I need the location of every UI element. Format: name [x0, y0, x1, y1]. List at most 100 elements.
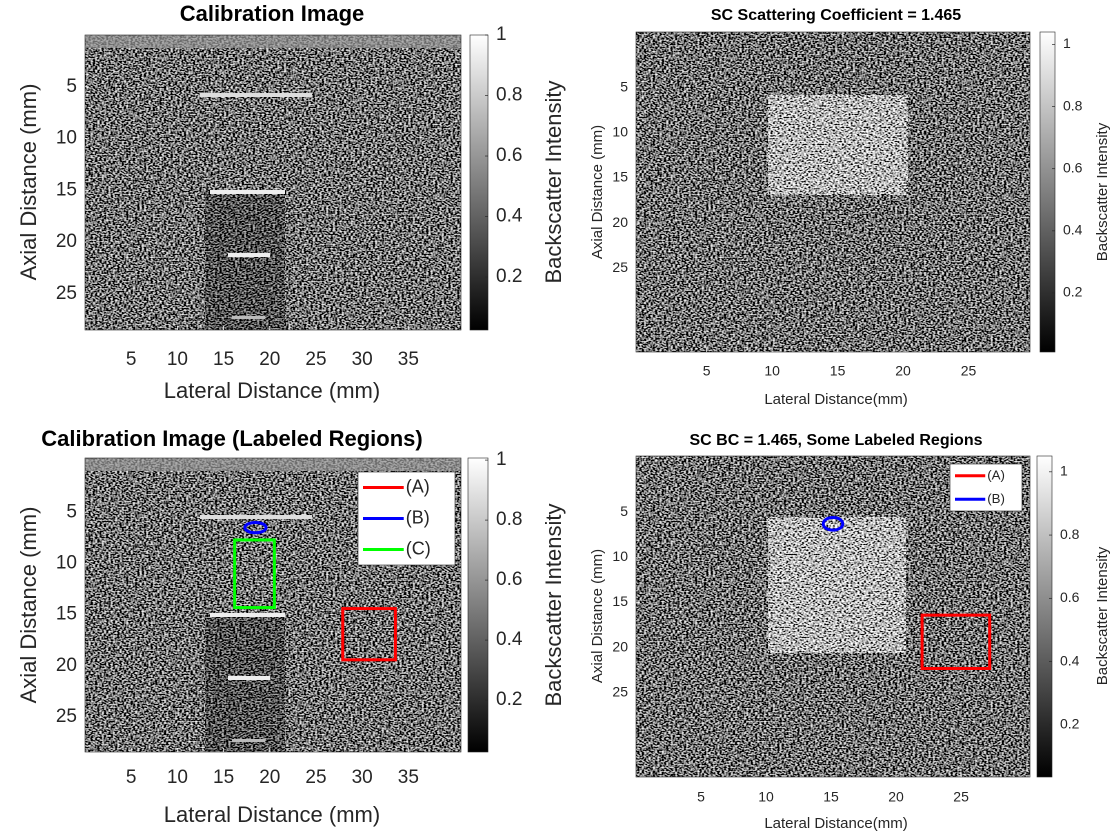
region [920, 613, 992, 670]
y-tick-label: 20 [612, 214, 628, 230]
y-tick-label: 5 [66, 76, 77, 97]
y-tick-label: 10 [56, 553, 77, 574]
region [243, 521, 268, 535]
x-tick-label: 10 [167, 767, 188, 788]
x-tick-label: 35 [398, 767, 419, 788]
legend [949, 463, 1023, 512]
colorbar-label: Backscatter Intensity [1094, 546, 1111, 685]
y-tick-label: 20 [56, 231, 77, 252]
simulated-image [636, 32, 1030, 352]
x-tick-label: 25 [305, 349, 326, 370]
colorbar-label: Backscatter Intensity [541, 81, 566, 284]
chart-title: Calibration Image (Labeled Regions) [41, 426, 422, 451]
x-tick-label: 20 [888, 789, 904, 805]
colorbar-label: Backscatter Intensity [1094, 122, 1111, 261]
x-tick-label: 25 [305, 767, 326, 788]
colorbar-tick-label: 0.2 [1063, 284, 1083, 300]
x-tick-label: 30 [352, 349, 373, 370]
colorbar-tick-label: 0.2 [1060, 716, 1080, 732]
colorbar-tick-label: 1 [496, 449, 507, 470]
colorbar-tick-label: 0.4 [1063, 222, 1083, 238]
y-tick-label: 25 [56, 706, 77, 727]
y-tick-label: 25 [56, 283, 77, 304]
x-tick-label: 20 [259, 767, 280, 788]
y-tick-label: 25 [612, 684, 628, 700]
axes-frame [635, 455, 1031, 778]
x-tick-label: 25 [961, 363, 977, 379]
y-axis-label: Axial Distance (mm) [16, 507, 41, 704]
colorbar-label: Backscatter Intensity [541, 504, 566, 707]
x-tick-label: 5 [703, 363, 711, 379]
legend-label: (B) [406, 507, 430, 527]
y-tick-label: 5 [66, 501, 77, 522]
x-tick-label: 5 [126, 767, 137, 788]
colorbar-tick-label: 0.8 [496, 85, 522, 106]
y-tick-label: 15 [612, 169, 628, 185]
colorbar-tick-label: 0.8 [496, 509, 522, 530]
x-tick-label: 25 [953, 789, 969, 805]
colorbar-tick-label: 0.4 [1060, 652, 1080, 668]
colorbar-tick-label: 0.6 [1060, 589, 1080, 605]
colorbar-tick-label: 0.2 [496, 689, 522, 710]
x-tick-label: 10 [758, 789, 774, 805]
y-axis-label: Axial Distance (mm) [589, 549, 606, 683]
x-axis-label: Lateral Distance (mm) [164, 802, 380, 827]
chart-title: SC Scattering Coefficient = 1.465 [711, 7, 961, 24]
x-tick-label: 15 [213, 767, 234, 788]
y-tick-label: 20 [56, 655, 77, 676]
x-axis-label: Lateral Distance(mm) [764, 391, 907, 408]
x-tick-label: 20 [895, 363, 911, 379]
colorbar-tick-label: 0.6 [496, 145, 522, 166]
colorbar-tick-label: 0.2 [496, 266, 522, 287]
y-tick-label: 15 [56, 604, 77, 625]
legend-label: (C) [406, 538, 431, 558]
y-tick-label: 10 [612, 548, 628, 564]
legend-label: (B) [987, 491, 1005, 506]
legend-label: (A) [987, 467, 1005, 482]
x-tick-label: 10 [764, 363, 780, 379]
x-tick-label: 15 [823, 789, 839, 805]
x-tick-label: 15 [830, 363, 846, 379]
colorbar-tick-label: 0.6 [1063, 159, 1083, 175]
axes-frame [635, 31, 1031, 353]
colorbar [1036, 455, 1053, 778]
colorbar [467, 457, 489, 753]
x-tick-label: 35 [398, 349, 419, 370]
axes-frame [84, 34, 462, 331]
axes-frame [84, 457, 462, 753]
colorbar [1039, 31, 1056, 353]
chart-title: Calibration Image [180, 1, 365, 26]
y-tick-label: 25 [612, 259, 628, 275]
x-axis-label: Lateral Distance(mm) [764, 815, 907, 832]
colorbar-tick-label: 0.8 [1063, 97, 1083, 113]
colorbar-tick-label: 0.4 [496, 629, 523, 650]
y-tick-label: 5 [620, 503, 628, 519]
x-tick-label: 10 [167, 349, 188, 370]
x-tick-label: 20 [259, 349, 280, 370]
colorbar-tick-label: 0.8 [1060, 526, 1080, 542]
region [341, 607, 397, 662]
colorbar-tick-label: 0.6 [496, 569, 522, 590]
y-tick-label: 10 [56, 128, 77, 149]
legend-label: (A) [406, 476, 430, 496]
y-axis-label: Axial Distance (mm) [589, 125, 606, 259]
x-axis-label: Lateral Distance (mm) [164, 378, 380, 403]
y-tick-label: 5 [620, 79, 628, 95]
colorbar [469, 34, 489, 331]
y-tick-label: 10 [612, 124, 628, 140]
region [233, 538, 276, 610]
colorbar-tick-label: 1 [1063, 35, 1071, 51]
x-tick-label: 5 [697, 789, 705, 805]
x-tick-label: 5 [126, 349, 137, 370]
y-tick-label: 15 [56, 179, 77, 200]
colorbar-tick-label: 1 [496, 24, 507, 45]
x-tick-label: 15 [213, 349, 234, 370]
y-tick-label: 20 [612, 638, 628, 654]
region [821, 515, 845, 532]
x-tick-label: 30 [352, 767, 373, 788]
chart-title: SC BC = 1.465, Some Labeled Regions [690, 432, 983, 449]
colorbar-tick-label: 1 [1060, 463, 1068, 479]
y-tick-label: 15 [612, 593, 628, 609]
ultrasound-image [85, 35, 461, 330]
